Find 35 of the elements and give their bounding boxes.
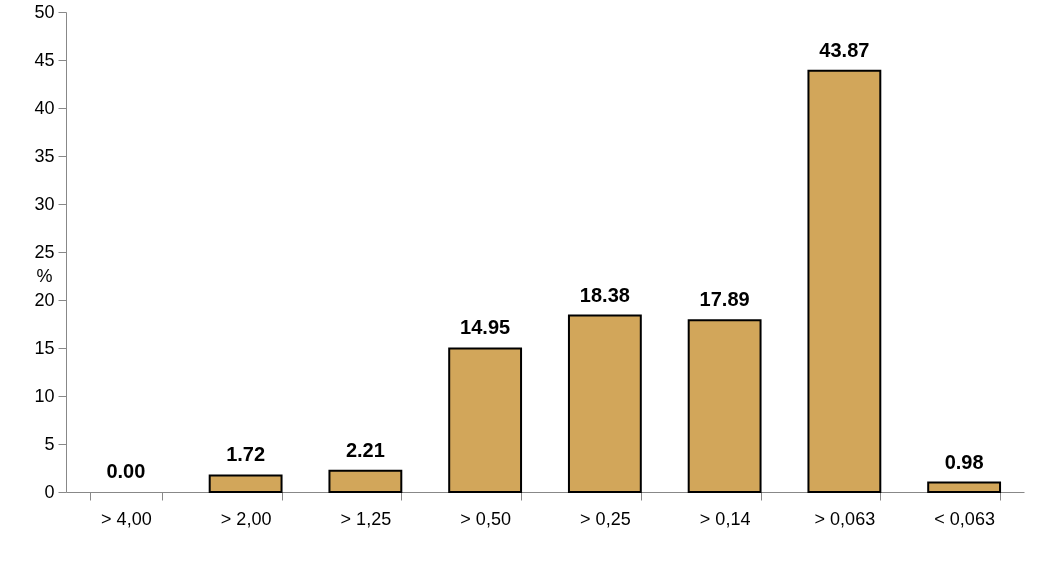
y-tick-label: 50 [34, 1, 55, 22]
y-tick-label: 40 [34, 97, 55, 118]
y-tick-label: 5 [44, 433, 55, 454]
bar [807, 69, 882, 493]
bar [448, 347, 523, 493]
x-tick-label: > 0,25 [580, 508, 631, 529]
bar [687, 319, 762, 493]
x-tick-label: > 0,063 [814, 508, 876, 529]
y-tick-label: 0 [44, 481, 55, 502]
data-label: 0.98 [944, 450, 984, 473]
x-tick-label: > 2,00 [220, 508, 272, 529]
y-tick-label: 10 [34, 385, 55, 406]
x-tick-label: > 0,14 [699, 508, 751, 529]
x-tick-label: > 4,00 [101, 508, 152, 529]
bar [208, 474, 283, 493]
y-tick-label: 30 [34, 193, 55, 214]
data-label: 17.89 [699, 288, 750, 311]
y-tick-label: 35 [34, 145, 55, 166]
y-tick-label: 20 [34, 289, 55, 310]
y-axis-title: % [36, 265, 53, 286]
y-tick-label: 45 [34, 49, 55, 70]
data-label: 43.87 [819, 38, 870, 61]
data-label: 0.00 [106, 460, 146, 482]
data-label: 2.21 [345, 438, 385, 461]
bar [927, 481, 1002, 493]
x-tick-label: > 1,25 [340, 508, 392, 529]
y-tick-label: 15 [34, 337, 55, 358]
bar [328, 469, 403, 493]
data-label: 1.72 [226, 443, 266, 466]
x-tick-label: > 0,50 [460, 508, 511, 529]
y-tick-label: 25 [34, 241, 55, 262]
bar [567, 314, 642, 493]
data-label: 14.95 [460, 316, 511, 339]
data-label: 18.38 [579, 283, 630, 306]
x-tick-label: < 0,063 [934, 508, 995, 529]
